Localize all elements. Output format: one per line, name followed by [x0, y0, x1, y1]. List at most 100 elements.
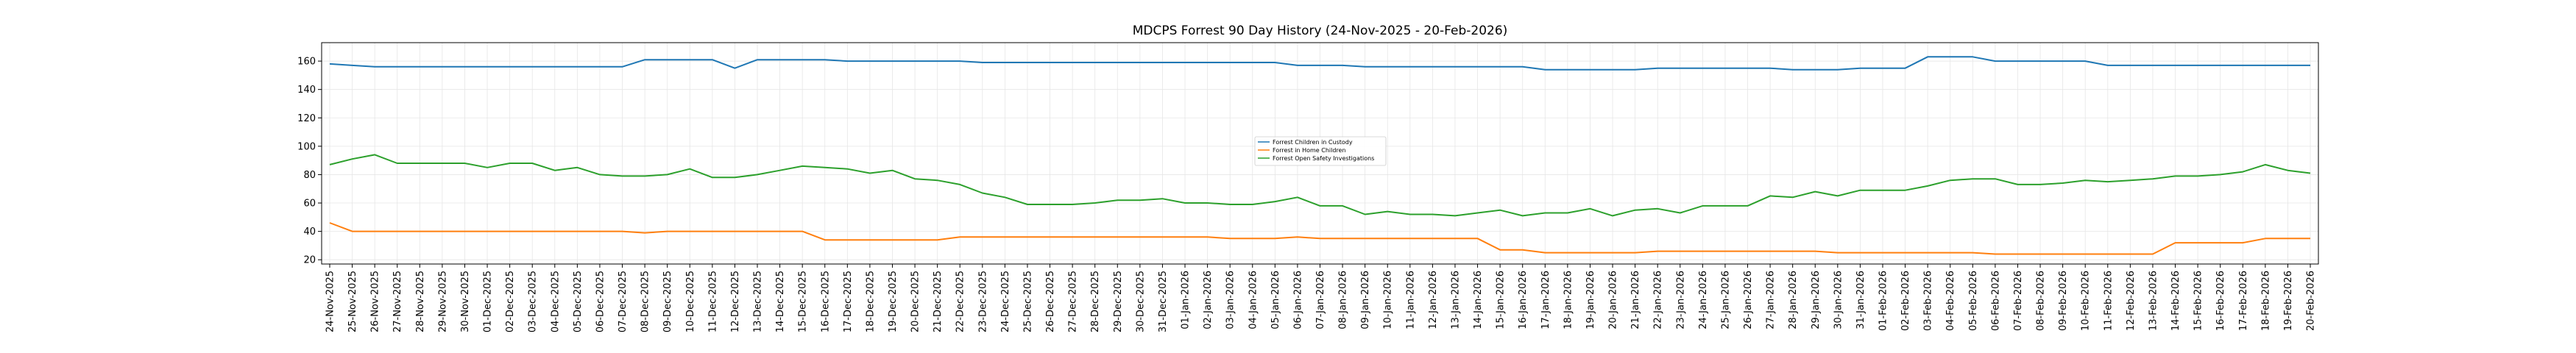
y-tick-label: 40 — [303, 227, 316, 238]
y-tick-label: 120 — [297, 113, 316, 124]
y-tick-label: 160 — [297, 57, 316, 68]
x-tick-label: 08-Jan-2026 — [1338, 271, 1349, 329]
x-tick-label: 15-Feb-2026 — [2193, 271, 2204, 331]
legend-label: Forrest Children in Custody — [1273, 139, 1353, 146]
x-tick-label: 04-Dec-2025 — [550, 271, 561, 332]
x-tick-label: 20-Dec-2025 — [910, 271, 921, 332]
x-tick-label: 03-Dec-2025 — [528, 271, 539, 332]
x-tick-label: 21-Jan-2026 — [1630, 271, 1641, 329]
x-tick-label: 22-Dec-2025 — [955, 271, 966, 332]
x-tick-label: 30-Nov-2025 — [460, 271, 471, 332]
x-tick-label: 24-Jan-2026 — [1698, 271, 1709, 329]
x-tick-label: 11-Dec-2025 — [707, 271, 718, 332]
x-tick-label: 27-Nov-2025 — [392, 271, 403, 332]
x-tick-label: 19-Dec-2025 — [888, 271, 899, 332]
series-line-3 — [329, 154, 2311, 217]
x-tick-label: 31-Jan-2026 — [1855, 271, 1866, 329]
x-tick-label: 21-Dec-2025 — [933, 271, 944, 332]
x-tick-label: 24-Dec-2025 — [1000, 271, 1011, 332]
x-tick-label: 25-Dec-2025 — [1022, 271, 1033, 332]
x-tick-label: 05-Feb-2026 — [1968, 271, 1979, 331]
x-tick-label: 09-Feb-2026 — [2058, 271, 2069, 331]
x-tick-label: 27-Dec-2025 — [1068, 271, 1079, 332]
x-tick-label: 29-Nov-2025 — [437, 271, 448, 332]
x-tick-label: 02-Feb-2026 — [1900, 271, 1911, 331]
x-tick-label: 23-Dec-2025 — [977, 271, 988, 332]
x-tick-label: 18-Feb-2026 — [2260, 271, 2271, 331]
x-tick-label: 05-Dec-2025 — [573, 271, 584, 332]
x-tick-label: 24-Nov-2025 — [325, 271, 336, 332]
legend-label: Forrest Open Safety Investigations — [1273, 155, 1374, 162]
x-tick-label: 11-Feb-2026 — [2103, 271, 2114, 331]
x-tick-label: 15-Dec-2025 — [798, 271, 809, 332]
y-tick-label: 100 — [297, 141, 316, 152]
x-tick-label: 06-Jan-2026 — [1292, 271, 1303, 329]
x-tick-label: 11-Jan-2026 — [1405, 271, 1416, 329]
grid-lines — [322, 43, 2318, 264]
x-tick-label: 12-Dec-2025 — [730, 271, 741, 332]
x-tick-label: 18-Jan-2026 — [1563, 271, 1574, 329]
y-tick-label: 20 — [303, 255, 316, 266]
series-lines — [329, 56, 2311, 255]
y-axis: 20 40 60 80 100 120 140 160 — [297, 57, 322, 266]
x-tick-label: 29-Dec-2025 — [1113, 271, 1124, 332]
x-tick-label: 30-Jan-2026 — [1833, 271, 1844, 329]
x-tick-label: 03-Jan-2026 — [1225, 271, 1236, 329]
x-axis: 24-Nov-2025 25-Nov-2025 26-Nov-2025 27-Nov-… — [325, 264, 2317, 332]
x-tick-label: 28-Dec-2025 — [1090, 271, 1101, 332]
x-tick-label: 01-Jan-2026 — [1181, 271, 1192, 329]
x-tick-label: 26-Jan-2026 — [1743, 271, 1754, 329]
y-tick-label: 140 — [297, 85, 316, 96]
x-tick-label: 01-Dec-2025 — [483, 271, 494, 332]
x-tick-label: 02-Dec-2025 — [505, 271, 516, 332]
x-tick-label: 01-Feb-2026 — [1878, 271, 1889, 331]
x-tick-label: 13-Dec-2025 — [753, 271, 764, 332]
x-tick-label: 22-Jan-2026 — [1653, 271, 1664, 329]
x-tick-label: 12-Feb-2026 — [2126, 271, 2137, 331]
x-tick-label: 07-Jan-2026 — [1315, 271, 1326, 329]
x-tick-label: 19-Jan-2026 — [1585, 271, 1596, 329]
x-tick-label: 23-Jan-2026 — [1675, 271, 1686, 329]
x-tick-label: 14-Feb-2026 — [2170, 271, 2182, 331]
x-tick-label: 10-Dec-2025 — [685, 271, 696, 332]
x-tick-label: 14-Dec-2025 — [775, 271, 786, 332]
x-tick-label: 13-Feb-2026 — [2148, 271, 2159, 331]
y-tick-label: 80 — [303, 170, 316, 181]
y-tick-label: 60 — [303, 199, 316, 210]
x-tick-label: 09-Dec-2025 — [662, 271, 673, 332]
x-tick-label: 06-Dec-2025 — [595, 271, 606, 332]
x-tick-label: 17-Dec-2025 — [843, 271, 854, 332]
chart-title: MDCPS Forrest 90 Day History (24-Nov-202… — [1133, 24, 1508, 38]
series-line-1 — [329, 56, 2310, 71]
x-tick-label: 18-Dec-2025 — [865, 271, 876, 332]
x-tick-label: 10-Feb-2026 — [2081, 271, 2092, 331]
x-tick-label: 03-Feb-2026 — [1923, 271, 1934, 331]
x-tick-label: 16-Feb-2026 — [2215, 271, 2226, 331]
x-tick-label: 25-Jan-2026 — [1720, 271, 1731, 329]
x-tick-label: 29-Jan-2026 — [1811, 271, 1822, 329]
legend-box — [1254, 136, 1387, 166]
x-tick-label: 26-Nov-2025 — [370, 271, 381, 332]
x-tick-label: 06-Feb-2026 — [1990, 271, 2001, 331]
x-tick-label: 08-Feb-2026 — [2036, 271, 2047, 331]
x-tick-label: 16-Dec-2025 — [820, 271, 831, 332]
x-tick-label: 04-Feb-2026 — [1945, 271, 1956, 331]
x-tick-label: 26-Dec-2025 — [1045, 271, 1056, 332]
series-line-2 — [329, 222, 2310, 255]
x-tick-label: 17-Feb-2026 — [2238, 271, 2249, 331]
x-tick-label: 20-Feb-2026 — [2306, 271, 2317, 331]
x-tick-label: 30-Dec-2025 — [1135, 271, 1146, 332]
x-tick-label: 04-Jan-2026 — [1248, 271, 1259, 329]
x-tick-label: 16-Jan-2026 — [1518, 271, 1529, 329]
x-tick-label: 12-Jan-2026 — [1428, 271, 1439, 329]
x-tick-label: 19-Feb-2026 — [2283, 271, 2294, 331]
x-tick-label: 20-Jan-2026 — [1608, 271, 1619, 329]
x-tick-label: 13-Jan-2026 — [1450, 271, 1461, 329]
x-tick-label: 17-Jan-2026 — [1540, 271, 1551, 329]
x-tick-label: 27-Jan-2026 — [1766, 271, 1777, 329]
x-tick-label: 02-Jan-2026 — [1203, 271, 1214, 329]
x-tick-label: 09-Jan-2026 — [1360, 271, 1371, 329]
